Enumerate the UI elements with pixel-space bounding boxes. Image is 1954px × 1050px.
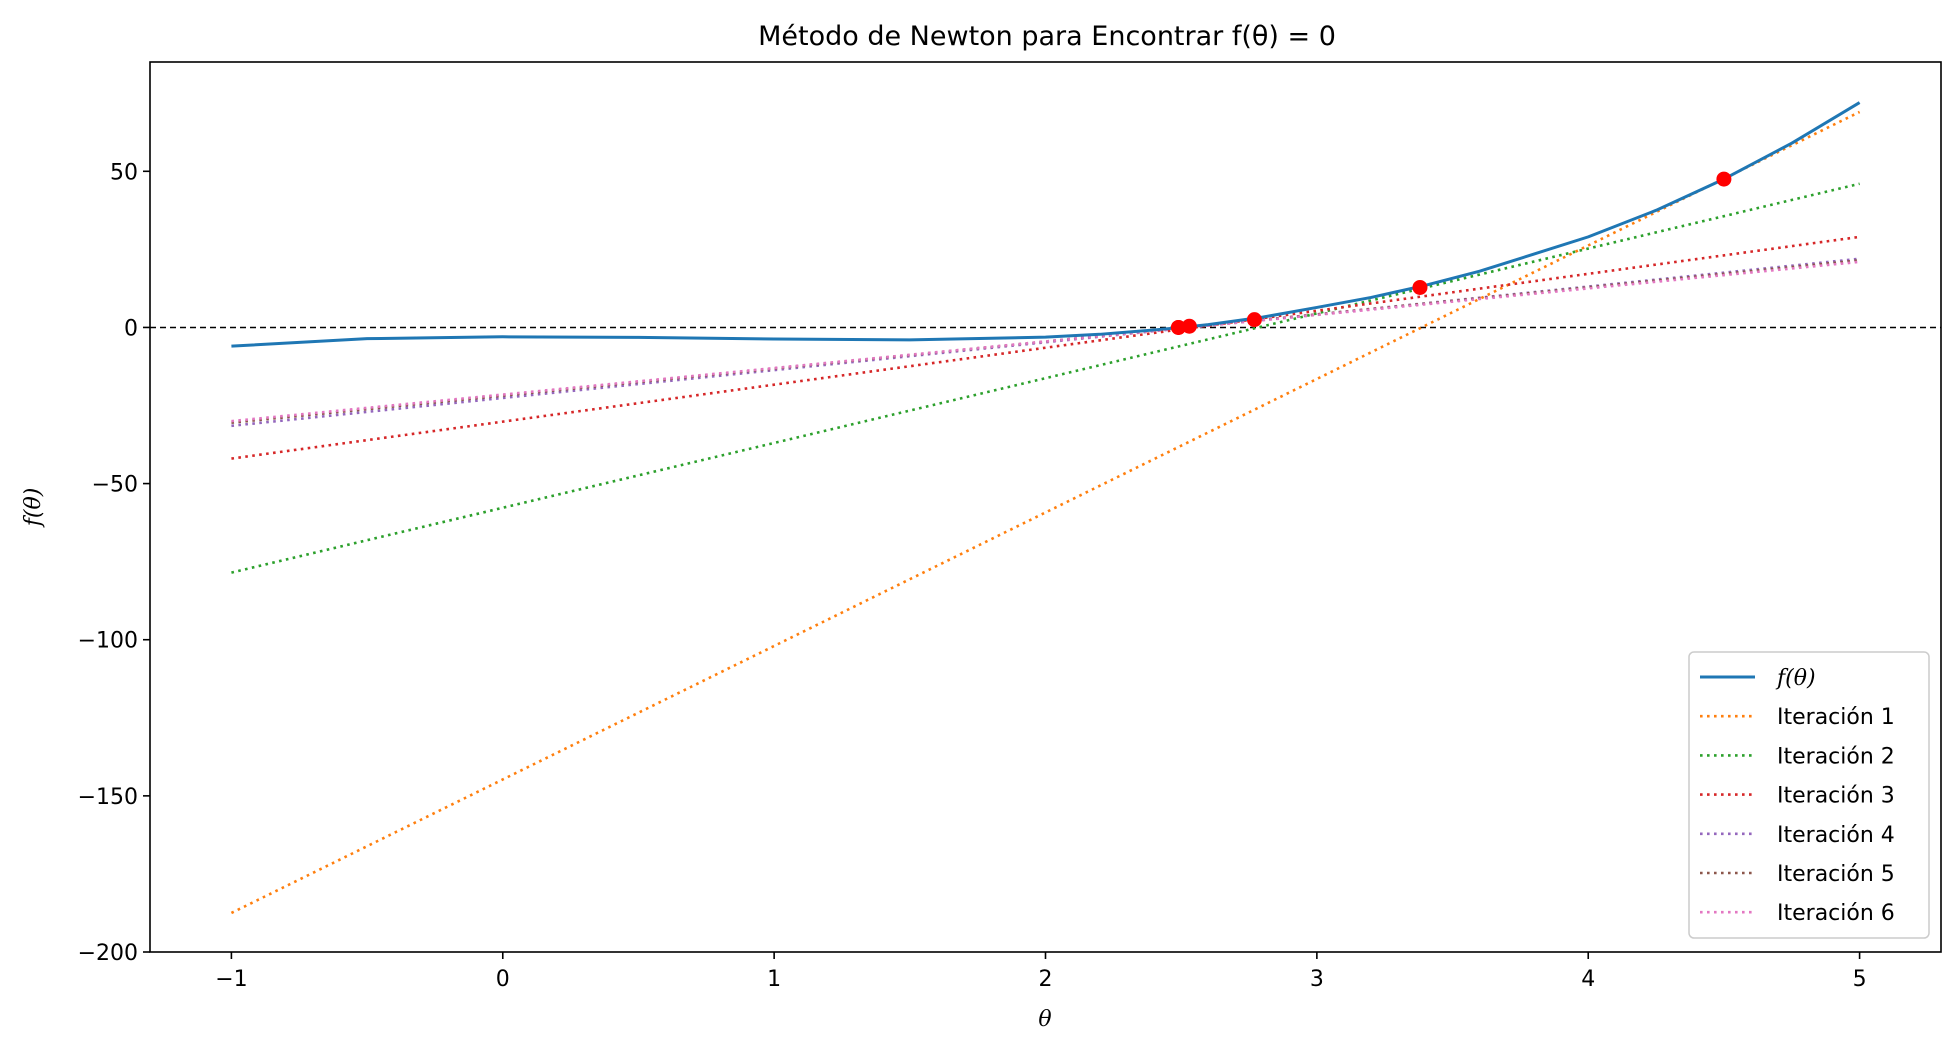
x-tick-label: 0 (496, 967, 510, 992)
legend: f(θ) Iteración 1 Iteración 2 Iteración 3 Ite… (1688, 651, 1930, 939)
plot-area (149, 61, 1942, 953)
iteration-point-2 (1412, 279, 1428, 295)
x-tick-label: 4 (1581, 967, 1595, 992)
y-axis-label: f(θ) (21, 488, 46, 529)
legend-entries: f(θ) Iteración 1 Iteración 2 Iteración 3 Ite… (1700, 666, 1895, 926)
legend-label-6: Iteración 6 (1777, 901, 1895, 926)
y-tick-label: −100 (78, 629, 138, 654)
x-tick-label: 1 (767, 967, 781, 992)
x-tick-label: 3 (1310, 967, 1324, 992)
iteration-point-1 (1716, 171, 1732, 187)
iteration-point-3 (1246, 312, 1262, 328)
legend-label-4: Iteración 4 (1777, 823, 1895, 848)
legend-label-3: Iteración 3 (1777, 784, 1895, 809)
x-axis-ticks: −1 0 1 2 3 4 5 (215, 952, 1867, 992)
y-tick-label: −50 (92, 473, 138, 498)
x-axis-label: θ (1038, 1007, 1051, 1032)
tangent-line-1 (230, 110, 1861, 915)
y-tick-label: −150 (78, 785, 138, 810)
iteration-point-4 (1181, 318, 1197, 334)
y-tick-label: 0 (124, 316, 138, 341)
legend-label-0: f(θ) (1775, 666, 1816, 691)
x-tick-label: −1 (215, 967, 247, 992)
legend-label-1: Iteración 1 (1777, 705, 1895, 730)
tangent-line-3 (231, 235, 1860, 460)
tangent-line-2 (231, 182, 1860, 574)
plot-content (150, 101, 1941, 915)
iteration-point-6 (1170, 319, 1186, 335)
legend-box (1688, 651, 1930, 939)
chart-title: Método de Newton para Encontrar f(θ) = 0 (758, 21, 1336, 52)
x-tick-label: 2 (1039, 967, 1053, 992)
legend-label-5: Iteración 5 (1777, 862, 1895, 887)
function-curve (231, 101, 1861, 348)
legend-label-2: Iteración 2 (1777, 744, 1895, 769)
y-axis-ticks: −200 −150 −100 −50 0 50 (78, 160, 150, 966)
y-tick-label: −200 (78, 941, 138, 966)
y-tick-label: 50 (110, 160, 138, 185)
x-tick-label: 5 (1853, 967, 1867, 992)
